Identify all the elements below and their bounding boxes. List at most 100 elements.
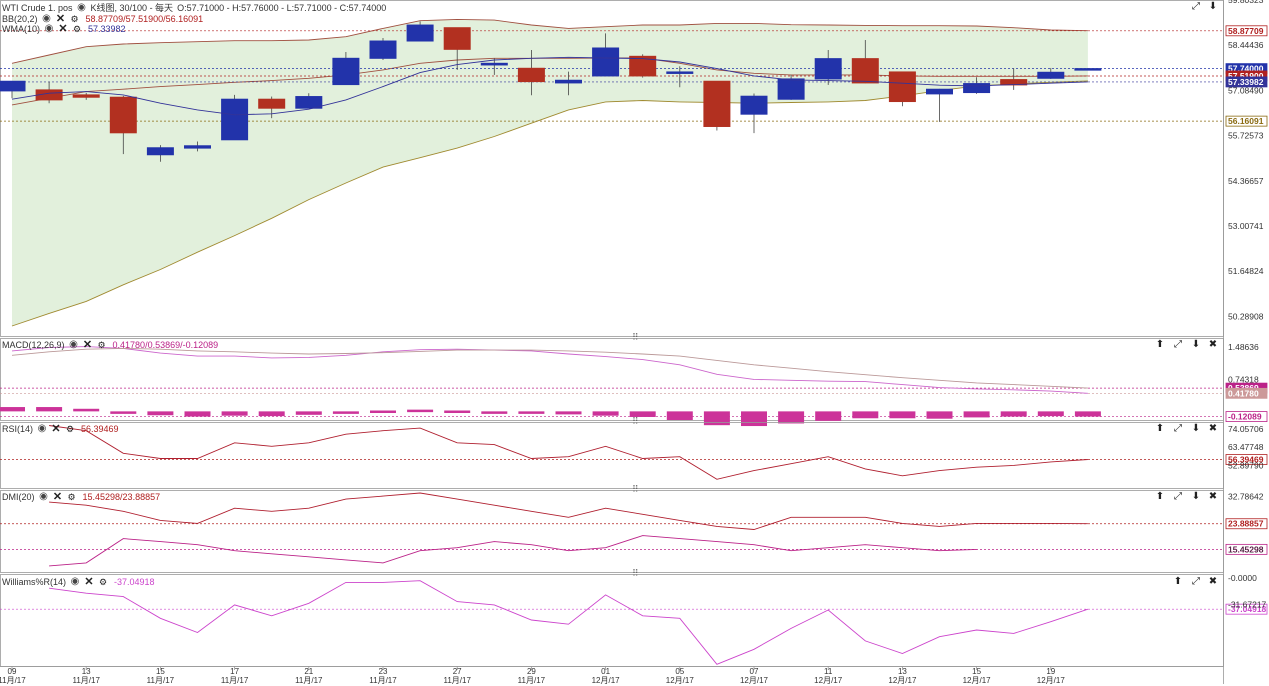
gear-icon[interactable]: ⚙ [97, 340, 106, 350]
eye-icon[interactable]: ◉ [69, 339, 78, 350]
pane-resize-grip: ⠿ [632, 332, 639, 342]
x-axis-month-label: 11月/17 [443, 676, 471, 684]
expand-icon[interactable]: ⤢ [1174, 423, 1182, 434]
dmi-value-tag [1225, 518, 1268, 530]
rsi-axis-tick: 74.05706 [1228, 424, 1264, 434]
dmi-minus-di-line [49, 535, 977, 567]
bb-header: BB(20,2) ◉ ✕ ⚙ 58.87709/57.51900/56.1609… [2, 13, 203, 25]
bb-label: BB(20,2) [2, 14, 38, 24]
bollinger-band-fill [12, 19, 1088, 327]
candle-body [777, 78, 805, 100]
x-axis-day-label: 17 [230, 667, 239, 676]
x-axis-day-label: 11 [824, 667, 833, 676]
price-value-label: 57.33982 [1228, 77, 1264, 87]
close-icon[interactable]: ✕ [51, 423, 61, 435]
candle-body [369, 40, 397, 59]
candle-body [332, 57, 360, 86]
eye-icon[interactable]: ◉ [39, 491, 48, 502]
close-icon[interactable]: ✕ [55, 13, 66, 25]
x-axis-day-label: 07 [750, 667, 759, 676]
macd-axis-tick: 1.48636 [1228, 342, 1259, 352]
macd-histogram-bar [555, 411, 582, 415]
price-axis-tick: 58.44436 [1228, 40, 1264, 50]
dmi-axis-tick: 32.78642 [1228, 492, 1264, 502]
expand-icon[interactable]: ⤢ [1174, 491, 1182, 502]
macd-histogram-bar [147, 411, 174, 416]
rsi-value-label: 56.39469 [1228, 455, 1264, 465]
expand-icon[interactable]: ⤢ [1174, 339, 1182, 350]
bb-value: 58.87709/57.51900/56.16091 [85, 14, 204, 24]
x-axis-month-label: 11月/17 [72, 676, 100, 684]
move-up-icon[interactable]: ⬆ [1155, 339, 1165, 350]
eye-icon[interactable]: ◉ [77, 2, 86, 13]
expand-icon[interactable]: ⤢ [1192, 1, 1200, 12]
candle-body [184, 145, 211, 149]
macd-histogram-bar [778, 411, 805, 424]
x-axis-month-label: 12月/17 [740, 676, 769, 684]
price-header: WTI Crude 1. pos ◉ K线图, 30/100 - 每天 O:57… [2, 2, 386, 14]
price-axis-tick: 54.36657 [1228, 176, 1264, 186]
gear-icon[interactable]: ⚙ [65, 424, 75, 434]
price-value-label: 58.87709 [1228, 26, 1264, 36]
williams-axis-tick: -31.67217 [1228, 600, 1267, 610]
close-icon[interactable]: ✖ [1208, 491, 1218, 502]
expand-icon[interactable]: ⤢ [1192, 576, 1200, 587]
macd-value-tag [1225, 387, 1268, 399]
x-axis-day-label: 15 [972, 667, 981, 676]
macd-histogram-bar [36, 407, 63, 412]
gear-icon[interactable]: ⚙ [98, 577, 108, 587]
close-icon[interactable]: ✕ [84, 576, 94, 588]
macd-label: MACD(12,26,9) [2, 340, 65, 350]
macd-histogram-bar [852, 411, 879, 419]
move-down-icon[interactable]: ⬇ [1191, 491, 1201, 502]
macd-histogram-bar [73, 408, 100, 412]
price-value-label: 57.74000 [1228, 64, 1264, 74]
candle-body [221, 98, 249, 141]
move-up-icon[interactable]: ⬆ [1173, 576, 1183, 587]
x-axis-month-label: 12月/17 [814, 676, 843, 684]
candle-body [443, 27, 471, 50]
x-axis-month-label: 12月/17 [888, 676, 917, 684]
close-icon[interactable]: ✖ [1208, 339, 1218, 350]
x-axis-month-label: 11月/17 [295, 676, 323, 684]
move-down-icon[interactable]: ⬇ [1208, 1, 1218, 12]
eye-icon[interactable]: ◉ [44, 23, 54, 34]
dmi-value: 15.45298/23.88857 [82, 492, 161, 502]
bb-upper-line [11, 18, 1088, 64]
x-axis-month-label: 11月/17 [221, 676, 249, 684]
macd-histogram-bar [889, 411, 916, 419]
macd-histogram-bar [1037, 411, 1064, 417]
gear-icon[interactable]: ⚙ [67, 492, 76, 502]
eye-icon[interactable]: ◉ [70, 576, 80, 587]
candle-body [0, 80, 26, 92]
instrument-ohlc: O:57.71000 - H:57.76000 - L:57.71000 - C… [177, 3, 387, 13]
close-icon[interactable]: ✕ [58, 23, 68, 35]
dmi-value-label: 15.45298 [1228, 544, 1264, 554]
x-axis-day-label: 23 [379, 667, 388, 676]
move-down-icon[interactable]: ⬇ [1191, 339, 1201, 350]
macd-value: 0.41780/0.53869/-0.12089 [112, 340, 219, 350]
gear-icon[interactable]: ⚙ [70, 14, 79, 24]
wma-header: WMA(10) ◉ ✕ ⚙ 57.33982 [2, 23, 126, 35]
close-icon[interactable]: ✕ [52, 491, 63, 503]
close-icon[interactable]: ✖ [1208, 423, 1218, 434]
macd-histogram-bar [703, 411, 730, 426]
macd-histogram-bar [407, 409, 434, 413]
eye-icon[interactable]: ◉ [42, 13, 51, 24]
x-axis-month-label: 12月/17 [1037, 676, 1066, 684]
x-axis-day-label: 09 [8, 667, 17, 676]
candle-body [1074, 68, 1102, 71]
price-value-label: 57.51900 [1228, 71, 1264, 81]
macd-histogram-bar [629, 411, 656, 417]
eye-icon[interactable]: ◉ [37, 423, 47, 434]
move-down-icon[interactable]: ⬇ [1191, 423, 1201, 434]
move-up-icon[interactable]: ⬆ [1155, 423, 1165, 434]
dmi-value-tag [1225, 543, 1268, 555]
move-up-icon[interactable]: ⬆ [1155, 491, 1165, 502]
close-icon[interactable]: ✕ [82, 339, 93, 351]
gear-icon[interactable]: ⚙ [72, 24, 82, 34]
williams-pane-frame [0, 574, 1224, 667]
macd-header: MACD(12,26,9) ◉ ✕ ⚙ 0.41780/0.53869/-0.1… [2, 339, 218, 351]
close-icon[interactable]: ✖ [1208, 576, 1218, 587]
